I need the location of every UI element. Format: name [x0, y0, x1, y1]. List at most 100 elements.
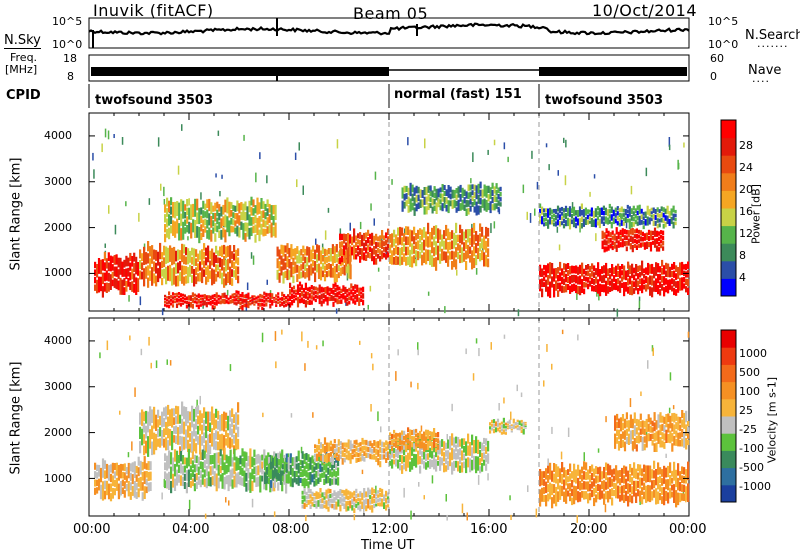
velocity-blob-3	[323, 464, 326, 471]
power-blob-5	[310, 285, 313, 290]
power-blob-3	[267, 296, 270, 300]
power-blob-6	[381, 250, 384, 260]
power-speckle	[104, 243, 106, 248]
power-speckle	[531, 150, 533, 159]
velocity-blob-2	[179, 475, 183, 486]
velocity-blob-0	[125, 484, 128, 492]
velocity-blob-10	[631, 441, 634, 451]
power-blob-2	[232, 212, 235, 219]
velocity-blob-4	[387, 500, 390, 504]
power-blob-3	[177, 295, 181, 299]
power-blob-4	[296, 274, 299, 282]
velocity-blob-7	[389, 441, 392, 445]
power-blob-4	[325, 271, 328, 278]
power-blob-8	[491, 197, 494, 204]
velocity-blob-6	[423, 451, 426, 460]
power-blob-3	[257, 302, 260, 306]
power-blob-7	[411, 230, 414, 242]
power-blob-6	[381, 240, 384, 249]
velocity-speckle	[417, 349, 419, 356]
velocity-blob-1	[151, 409, 154, 423]
velocity-blob-1	[221, 433, 224, 451]
power-blob-2	[228, 220, 231, 237]
cpid-segment-3: twofsound 3503	[545, 93, 664, 108]
velocity-blob-9	[571, 488, 574, 497]
velocity-blob-2	[197, 476, 200, 485]
velocity-blob-6	[469, 458, 472, 473]
power-speckle	[108, 205, 110, 214]
power-blob-3	[189, 295, 192, 301]
velocity-blob-2	[199, 452, 202, 460]
velocity-blob-10	[659, 424, 662, 436]
power-blob-10	[633, 229, 636, 234]
power-blob-7	[483, 252, 486, 267]
velocity-blob-2	[191, 469, 194, 478]
velocity-blob-4	[333, 497, 336, 503]
power-blob-11	[568, 206, 572, 217]
velocity-blob-9	[595, 475, 598, 484]
velocity-blob-0	[145, 478, 148, 486]
velocity-blob-10	[623, 430, 627, 440]
velocity-blob-9	[651, 480, 654, 490]
velocity-blob-10	[685, 424, 688, 436]
power-blob-8	[445, 197, 448, 204]
velocity-blob-9	[567, 476, 570, 483]
power-blob-4	[314, 272, 317, 283]
power-speckle	[302, 185, 304, 195]
power-blob-0	[131, 281, 134, 292]
velocity-speckle	[131, 441, 133, 451]
power-blob-3	[231, 293, 234, 298]
power-blob-0	[107, 272, 110, 282]
power-blob-7	[435, 225, 438, 239]
velocity-blob-2	[277, 452, 280, 462]
power-blob-2	[184, 204, 187, 211]
power-blob-3	[237, 290, 240, 295]
power-blob-3	[211, 305, 214, 310]
velocity-blob-0	[145, 463, 148, 470]
power-blob-7	[463, 242, 466, 252]
velocity-blob-10	[669, 415, 672, 429]
power-blob-7	[401, 246, 404, 256]
power-blob-3	[249, 302, 252, 306]
velocity-blob-9	[573, 463, 576, 483]
velocity-blob-5	[314, 444, 317, 449]
velocity-blob-9	[613, 482, 616, 489]
power-blob-11	[580, 210, 583, 216]
velocity-blob-2	[185, 457, 188, 469]
power-blob-4	[343, 264, 346, 276]
velocity-blob-2	[177, 464, 181, 473]
velocity-blob-9	[671, 470, 674, 477]
velocity-blob-1	[203, 419, 206, 431]
power-blob-3	[213, 294, 216, 298]
velocity-blob-9	[561, 462, 564, 473]
velocity-blob-2	[219, 449, 222, 457]
velocity-blob-9	[595, 485, 598, 493]
power-blob-8	[495, 183, 498, 189]
velocity-blob-0	[127, 462, 130, 479]
velocity-blob-6	[395, 458, 398, 467]
velocity-blob-6	[429, 447, 432, 458]
velocity-blob-2	[243, 451, 246, 468]
velocity-blob-2	[217, 452, 220, 463]
power-blob-11	[554, 208, 558, 215]
power-speckle	[160, 183, 162, 191]
velocity-blob-6	[455, 452, 458, 460]
power-blob-4	[337, 251, 340, 258]
power-blob-3	[211, 299, 214, 305]
power-blob-3	[191, 298, 194, 303]
velocity-blob-1	[237, 438, 240, 450]
velocity-blob-6	[467, 457, 470, 468]
power-blob-6	[341, 233, 344, 241]
velocity-blob-9	[541, 471, 544, 486]
velocity-blob-0	[145, 471, 148, 478]
power-blob-9	[603, 274, 606, 283]
power-blob-11	[586, 209, 589, 214]
xtick-1600: 16:00	[470, 522, 508, 537]
velocity-blob-5	[329, 452, 332, 457]
power-blob-7	[479, 223, 482, 232]
power-blob-1	[155, 250, 158, 261]
power-blob-7	[405, 226, 408, 235]
power-blob-1	[143, 268, 146, 287]
velocity-blob-9	[653, 489, 656, 498]
power-blob-11	[554, 215, 558, 221]
